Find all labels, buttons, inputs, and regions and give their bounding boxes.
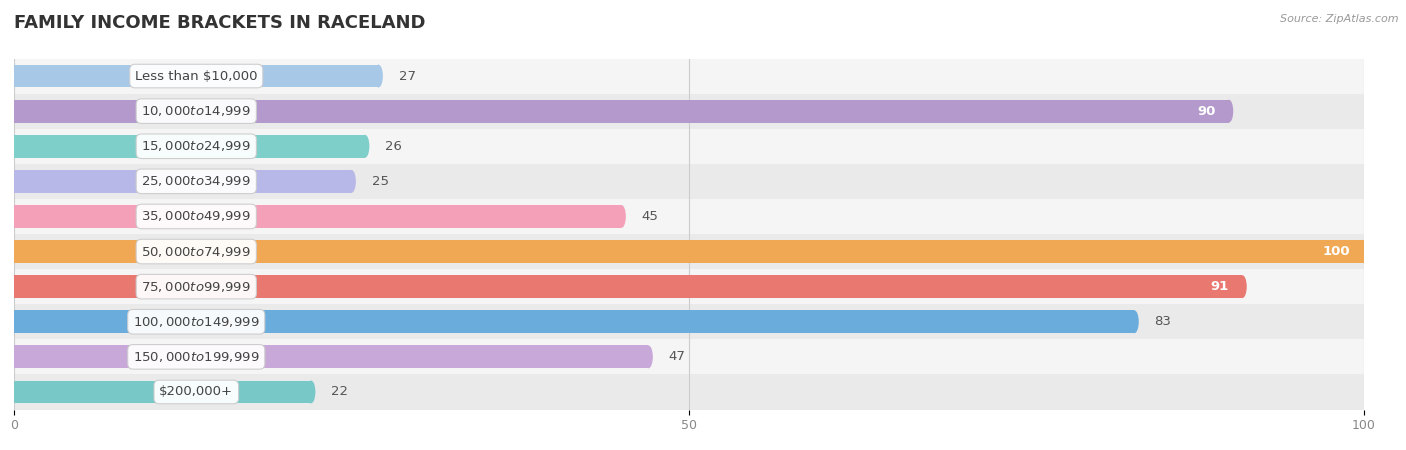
Text: 91: 91	[1211, 280, 1229, 293]
Circle shape	[1225, 100, 1233, 122]
Bar	[14, 304, 1364, 339]
Bar	[14, 269, 1364, 304]
Circle shape	[374, 65, 382, 87]
Bar	[14, 164, 1364, 199]
Text: $50,000 to $74,999: $50,000 to $74,999	[142, 244, 252, 259]
Text: $10,000 to $14,999: $10,000 to $14,999	[142, 104, 252, 118]
Bar	[14, 381, 311, 403]
Text: Less than $10,000: Less than $10,000	[135, 70, 257, 82]
Bar	[14, 100, 1229, 122]
Text: 45: 45	[641, 210, 658, 223]
Bar	[14, 240, 1364, 263]
Bar	[14, 170, 352, 193]
Text: 83: 83	[1154, 315, 1171, 328]
Bar	[14, 234, 1364, 269]
Bar	[14, 205, 621, 228]
Bar	[14, 374, 1364, 410]
Text: Source: ZipAtlas.com: Source: ZipAtlas.com	[1281, 14, 1399, 23]
Bar	[14, 346, 648, 368]
Circle shape	[1130, 310, 1139, 333]
Circle shape	[347, 170, 356, 193]
Circle shape	[307, 381, 315, 403]
Text: FAMILY INCOME BRACKETS IN RACELAND: FAMILY INCOME BRACKETS IN RACELAND	[14, 14, 426, 32]
Bar	[14, 58, 1364, 94]
Text: $25,000 to $34,999: $25,000 to $34,999	[142, 174, 252, 189]
Text: 47: 47	[669, 351, 686, 363]
Text: 100: 100	[1323, 245, 1350, 258]
Text: 25: 25	[371, 175, 388, 188]
Bar	[14, 65, 378, 87]
Text: $15,000 to $24,999: $15,000 to $24,999	[142, 139, 252, 153]
Circle shape	[617, 205, 626, 228]
Text: 26: 26	[385, 140, 402, 153]
Text: $35,000 to $49,999: $35,000 to $49,999	[142, 209, 252, 224]
Circle shape	[644, 346, 652, 368]
Bar	[14, 310, 1135, 333]
Bar	[14, 199, 1364, 234]
Text: 27: 27	[399, 70, 416, 82]
Bar	[14, 135, 366, 158]
Text: 22: 22	[332, 386, 349, 398]
Bar	[14, 275, 1243, 298]
Bar	[14, 129, 1364, 164]
Circle shape	[1360, 240, 1368, 263]
Circle shape	[1237, 275, 1247, 298]
Text: $150,000 to $199,999: $150,000 to $199,999	[134, 350, 260, 364]
Bar	[14, 94, 1364, 129]
Circle shape	[360, 135, 370, 158]
Text: 90: 90	[1197, 105, 1215, 117]
Text: $75,000 to $99,999: $75,000 to $99,999	[142, 279, 252, 294]
Text: $200,000+: $200,000+	[159, 386, 233, 398]
Bar	[14, 339, 1364, 374]
Text: $100,000 to $149,999: $100,000 to $149,999	[134, 315, 260, 329]
